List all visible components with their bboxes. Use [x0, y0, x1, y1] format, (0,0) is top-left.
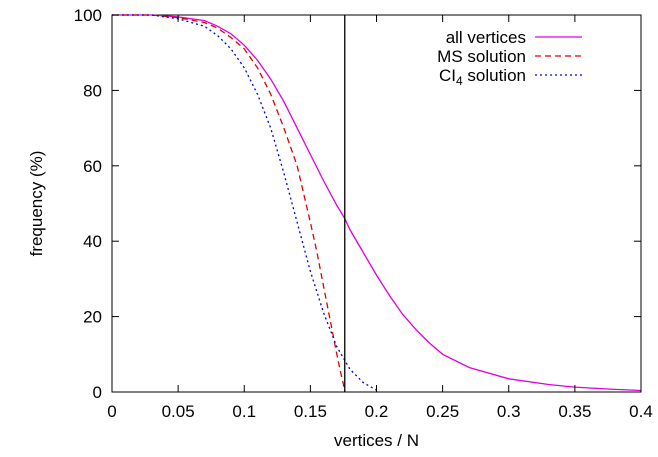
x-tick-label: 0.25 [426, 402, 459, 421]
legend-ci4-main: CI [439, 66, 456, 85]
legend-label-ms-solution: MS solution [437, 47, 526, 66]
plot-frame [111, 14, 642, 393]
y-tick-label: 100 [74, 6, 102, 25]
y-tick-label: 0 [93, 383, 102, 402]
legend-label-all-vertices: all vertices [446, 28, 526, 47]
legend-label-ci4-solution: CI4 solution [439, 66, 526, 88]
legend-ci4-suffix: solution [463, 66, 526, 85]
y-tick-label: 60 [83, 157, 102, 176]
x-axis-title: vertices / N [334, 431, 419, 450]
x-tick-label: 0 [107, 402, 116, 421]
y-tick-label: 20 [83, 308, 102, 327]
series-line-ms-solution [112, 14, 346, 393]
x-tick-label: 0.15 [294, 402, 327, 421]
y-tick-label: 40 [83, 232, 102, 251]
x-tick-label: 0.3 [497, 402, 521, 421]
series-line-ci-4-solution [112, 14, 380, 393]
x-tick-label: 0.4 [629, 402, 653, 421]
series-group [112, 14, 642, 393]
x-tick-label: 0.1 [232, 402, 256, 421]
ticks-group: 0 0.05 0.1 0.15 0.2 0.25 0.3 0.35 0.4 0 20 40 60 80 10… [74, 6, 653, 421]
y-axis-title: frequency (%) [27, 151, 46, 257]
plot-area [111, 14, 642, 393]
x-tick-label: 0.2 [365, 402, 389, 421]
y-tick-label: 80 [83, 81, 102, 100]
x-tick-label: 0.35 [558, 402, 591, 421]
series-line-all-vertices [112, 14, 642, 392]
legend-ci4-subscript: 4 [456, 74, 463, 88]
x-tick-label: 0.05 [162, 402, 195, 421]
legend: all vertices MS solution CI4 solution [437, 28, 582, 88]
